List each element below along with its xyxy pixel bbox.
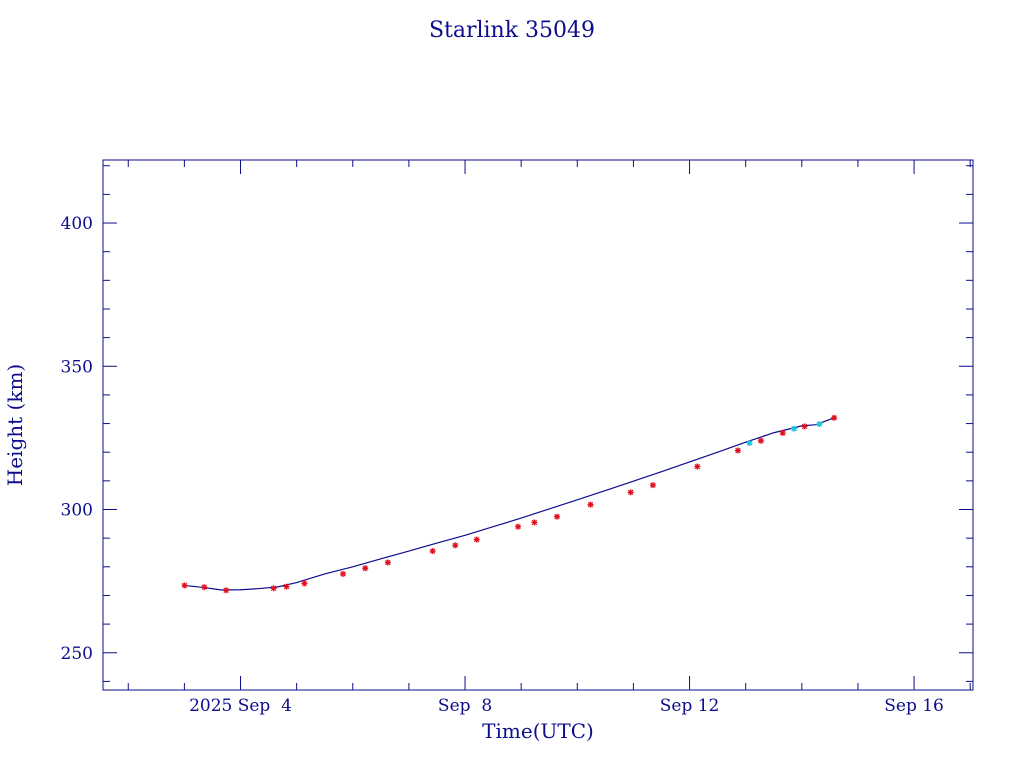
data-point-marker <box>694 463 701 470</box>
data-point-marker <box>223 587 230 594</box>
data-point-marker <box>757 437 764 444</box>
data-point-marker <box>181 582 188 589</box>
data-point-marker <box>816 421 823 428</box>
data-point-marker <box>452 542 459 549</box>
data-point-marker <box>531 519 538 526</box>
data-point-marker <box>473 536 480 543</box>
y-axis-ticks <box>103 165 973 682</box>
x-tick-label: Sep 8 <box>438 696 492 716</box>
data-point-marker <box>340 570 347 577</box>
x-tick-label: 2025 Sep 4 <box>189 696 292 716</box>
data-point-marker <box>270 585 277 592</box>
y-tick-label: 250 <box>61 644 93 664</box>
y-tick-label: 300 <box>61 501 93 521</box>
data-point-marker <box>384 559 391 566</box>
data-point-marker <box>649 482 656 489</box>
plot-frame <box>102 159 974 691</box>
data-point-marker <box>201 584 208 591</box>
x-axis-label: Time(UTC) <box>482 719 594 743</box>
x-tick-label: Sep 12 <box>660 696 720 716</box>
data-point-marker <box>734 447 741 454</box>
data-point-marker <box>801 423 808 430</box>
data-point-marker <box>791 425 798 432</box>
y-axis-label: Height (km) <box>3 364 27 486</box>
data-point-marker <box>515 523 522 530</box>
data-point-marker <box>746 440 753 447</box>
data-point-marker <box>429 548 436 555</box>
data-point-marker <box>831 414 838 421</box>
y-axis-tick-labels: 250 300 350 400 <box>61 214 93 664</box>
chart-title: Starlink 35049 <box>429 18 595 43</box>
y-tick-label: 350 <box>61 357 93 377</box>
data-point-marker <box>587 501 594 508</box>
height-curve <box>184 417 835 591</box>
x-tick-label: Sep 16 <box>884 696 944 716</box>
data-point-marker <box>362 565 369 572</box>
data-series <box>181 414 838 594</box>
data-point-marker <box>554 513 561 520</box>
x-axis-tick-labels: 2025 Sep 4 Sep 8 Sep 12 Sep 16 <box>189 696 944 716</box>
data-point-marker <box>627 489 634 496</box>
y-tick-label: 400 <box>61 214 93 234</box>
data-point-marker <box>301 580 308 587</box>
x-axis-ticks <box>127 160 971 690</box>
data-point-marker <box>779 430 786 437</box>
data-point-marker <box>283 583 290 590</box>
